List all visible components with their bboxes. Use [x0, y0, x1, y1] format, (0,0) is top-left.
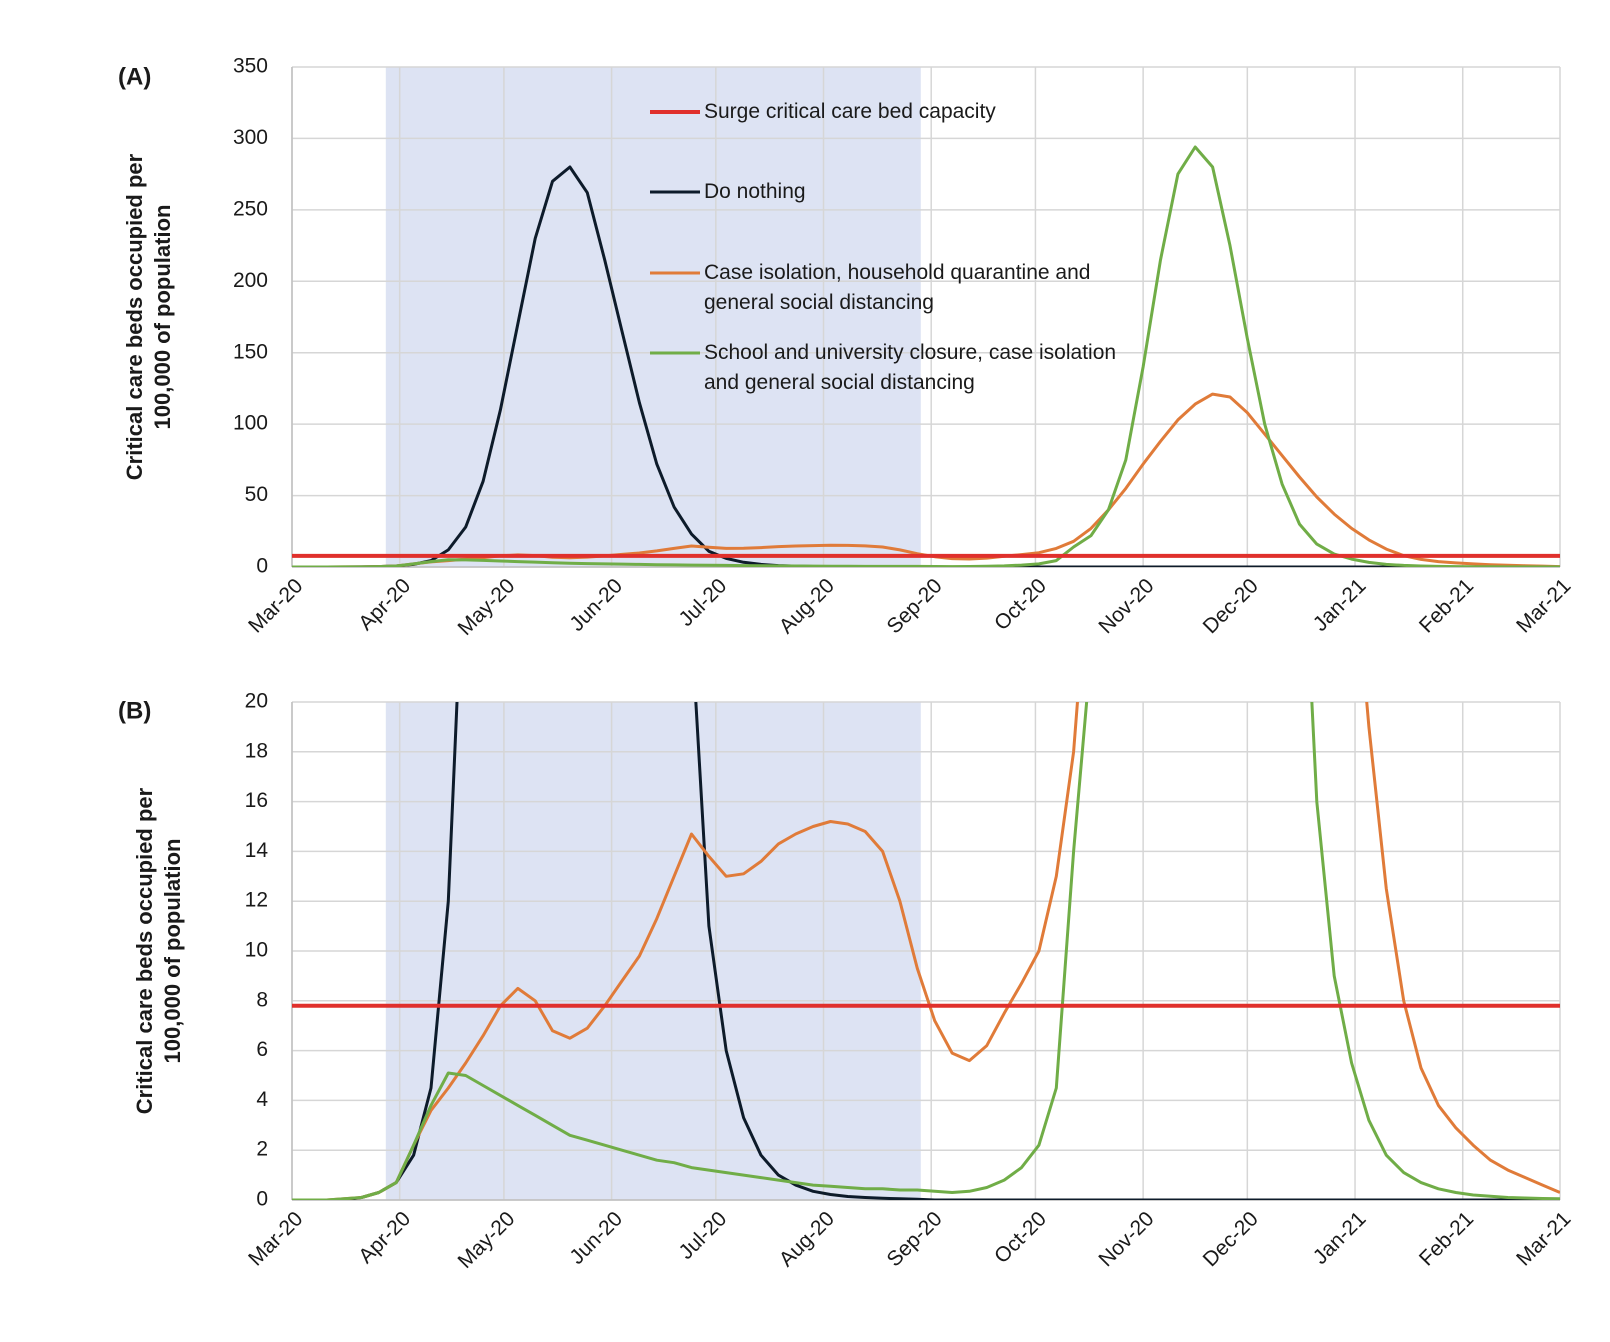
x-tick-label: Jun-20: [565, 1207, 627, 1269]
x-tick-label: Nov-20: [1094, 1207, 1158, 1271]
x-tick-label: Jan-21: [1309, 574, 1371, 636]
x-tick-label: Sep-20: [883, 574, 947, 638]
series-line: [292, 702, 1560, 1200]
x-tick-label: Apr-20: [354, 1207, 415, 1268]
text-line: and general social distancing: [704, 371, 975, 394]
y-tick-label: 16: [245, 789, 268, 812]
x-tick-label: May-20: [454, 1207, 520, 1273]
y-tick-label: 300: [233, 126, 268, 149]
x-tick-label: Nov-20: [1094, 574, 1158, 638]
y-tick-label: 12: [245, 889, 268, 912]
y-tick-label: 100: [233, 412, 268, 435]
x-tick-label: Dec-20: [1199, 574, 1263, 638]
series-line: [292, 702, 1560, 1200]
x-tick-label: Jan-21: [1309, 1207, 1371, 1269]
text-line: 100,000 of population: [160, 839, 185, 1064]
text-line: School and university closure, case isol…: [704, 341, 1116, 364]
text-line: general social distancing: [704, 291, 934, 314]
panel-label: (B): [118, 697, 151, 724]
series-line: [292, 702, 1560, 1200]
y-tick-label: 8: [256, 988, 268, 1011]
x-tick-label: Jul-20: [675, 1207, 732, 1264]
y-axis-title: Critical care beds occupied per 100,000 o…: [122, 153, 175, 480]
text-line: Surge critical care bed capacity: [704, 100, 996, 123]
y-tick-label: 10: [245, 939, 268, 962]
x-tick-label: Oct-20: [990, 1207, 1051, 1268]
x-tick-label: Sep-20: [883, 1207, 947, 1271]
x-tick-label: Oct-20: [990, 574, 1051, 635]
x-tick-label: Mar-21: [1512, 574, 1575, 637]
x-tick-label: Mar-21: [1512, 1207, 1575, 1270]
y-tick-label: 350: [233, 55, 268, 78]
x-tick-label: Jul-20: [675, 574, 732, 631]
x-tick-label: Feb-21: [1415, 574, 1478, 637]
x-tick-label: Mar-20: [244, 574, 307, 637]
y-tick-label: 200: [233, 269, 268, 292]
panel-label: (A): [118, 63, 151, 90]
y-tick-label: 0: [256, 1188, 268, 1211]
y-axis-title: Critical care beds occupied per 100,000 o…: [132, 787, 185, 1114]
x-tick-label: Aug-20: [775, 574, 839, 638]
text-line: Critical care beds occupied per: [122, 153, 147, 480]
y-tick-label: 14: [245, 839, 269, 862]
y-tick-label: 0: [256, 555, 268, 578]
plot-area: [292, 702, 1560, 1200]
text-line: Case isolation, household quarantine and: [704, 261, 1090, 284]
x-tick-label: Aug-20: [775, 1207, 839, 1271]
text-line: Critical care beds occupied per: [132, 787, 157, 1114]
x-tick-label: Apr-20: [354, 574, 415, 635]
y-tick-label: 4: [256, 1088, 268, 1111]
y-tick-label: 150: [233, 340, 268, 363]
legend-label: Do nothing: [704, 180, 806, 203]
x-tick-label: Feb-21: [1415, 1207, 1478, 1270]
y-tick-label: 50: [245, 483, 268, 506]
text-line: 100,000 of population: [150, 205, 175, 430]
y-tick-label: 20: [245, 690, 268, 713]
legend-label: Surge critical care bed capacity: [704, 100, 996, 123]
y-tick-label: 6: [256, 1038, 268, 1061]
x-tick-label: Dec-20: [1199, 1207, 1263, 1271]
legend-label: School and university closure, case isol…: [704, 341, 1116, 394]
series-line: [292, 165, 1560, 567]
y-tick-label: 18: [245, 739, 268, 762]
y-tick-label: 2: [256, 1138, 268, 1161]
legend-label: Case isolation, household quarantine and…: [704, 261, 1090, 314]
text-line: Do nothing: [704, 180, 806, 203]
x-tick-label: May-20: [454, 574, 520, 640]
shaded-period: [385, 67, 921, 567]
series-line: [292, 145, 1560, 567]
x-tick-label: Jun-20: [565, 574, 627, 636]
x-tick-label: Mar-20: [244, 1207, 307, 1270]
y-tick-label: 250: [233, 197, 268, 220]
